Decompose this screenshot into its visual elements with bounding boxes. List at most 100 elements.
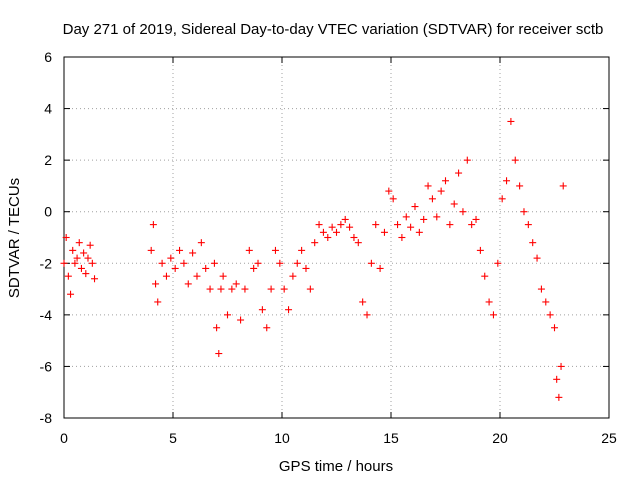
data-point — [529, 239, 537, 247]
data-point — [271, 246, 279, 254]
data-point — [75, 239, 83, 247]
data-point — [228, 285, 236, 293]
y-tick-label: -6 — [40, 358, 53, 374]
data-point — [520, 208, 528, 216]
data-point — [82, 270, 90, 278]
data-point — [446, 221, 454, 229]
data-point — [319, 228, 327, 236]
data-point — [551, 324, 558, 332]
data-point — [363, 311, 371, 319]
y-tick-label: 2 — [44, 152, 52, 168]
data-point — [217, 285, 225, 293]
data-point — [420, 215, 428, 223]
data-point — [503, 177, 511, 185]
data-point — [455, 169, 463, 177]
data-point — [180, 259, 188, 267]
grid-lines — [64, 57, 609, 418]
data-point — [542, 298, 550, 306]
data-point — [481, 272, 489, 280]
data-point — [394, 221, 402, 229]
data-point — [359, 298, 367, 306]
data-point — [73, 254, 81, 262]
data-point — [241, 285, 249, 293]
data-point — [407, 223, 415, 231]
data-point — [267, 285, 275, 293]
data-point — [285, 306, 293, 314]
data-point — [250, 264, 258, 272]
data-point — [411, 203, 419, 211]
data-point — [86, 241, 94, 249]
data-point — [346, 223, 354, 231]
data-point — [298, 246, 306, 254]
data-point — [202, 264, 210, 272]
data-point — [91, 275, 99, 283]
x-tick-label: 10 — [274, 430, 290, 446]
data-point — [162, 272, 170, 280]
y-tick-label: -8 — [40, 410, 53, 426]
data-point — [494, 259, 502, 267]
data-point — [324, 234, 332, 241]
data-point — [553, 375, 561, 383]
data-point — [376, 264, 384, 272]
data-point — [237, 316, 245, 324]
data-point — [219, 272, 227, 280]
data-point — [524, 221, 532, 229]
data-point — [372, 221, 380, 229]
data-point — [424, 182, 432, 190]
data-point — [215, 350, 223, 358]
y-tick-label: 6 — [44, 49, 52, 65]
data-point — [489, 311, 497, 319]
data-point — [197, 239, 205, 247]
data-point — [311, 239, 319, 247]
data-point — [315, 221, 323, 229]
data-point — [189, 249, 197, 257]
data-point — [511, 156, 519, 164]
data-point — [64, 272, 72, 280]
data-point — [485, 298, 493, 306]
data-point — [306, 285, 314, 293]
y-ticks: -8 -6 -4 -2 0 2 4 6 — [40, 49, 609, 426]
data-point — [254, 259, 262, 267]
data-point — [537, 285, 545, 293]
data-point — [171, 264, 179, 272]
data-point — [147, 246, 155, 254]
data-point — [398, 234, 406, 241]
data-point — [450, 200, 458, 208]
data-point — [516, 182, 524, 190]
data-point — [258, 306, 266, 314]
plot-frame — [63, 56, 610, 419]
x-axis-label: GPS time / hours — [279, 458, 393, 475]
data-point — [293, 259, 301, 267]
data-point — [245, 246, 253, 254]
data-point — [167, 254, 175, 262]
y-tick-label: -2 — [40, 255, 53, 271]
data-point — [60, 259, 68, 267]
data-point — [415, 228, 423, 236]
data-point — [350, 234, 358, 241]
data-point — [459, 208, 467, 216]
y-tick-label: -4 — [40, 307, 53, 323]
data-point — [476, 246, 484, 254]
data-point — [468, 221, 476, 229]
y-axis-label: SDTVAR / TECUs — [6, 178, 23, 298]
data-point — [472, 215, 480, 223]
chart-title: Day 271 of 2019, Sidereal Day-to-day VTE… — [63, 21, 604, 38]
data-point — [149, 221, 157, 229]
data-point — [280, 285, 288, 293]
data-point — [77, 264, 85, 272]
data-point — [88, 259, 96, 267]
x-tick-label: 0 — [60, 430, 68, 446]
data-point — [154, 298, 162, 306]
data-point — [158, 259, 166, 267]
x-tick-label: 15 — [383, 430, 399, 446]
x-tick-label: 20 — [492, 430, 508, 446]
data-point — [402, 213, 410, 221]
data-point — [380, 228, 388, 236]
data-point — [533, 254, 541, 262]
data-point — [463, 156, 471, 164]
x-ticks: 0 5 10 15 20 25 — [60, 57, 617, 446]
data-point — [333, 228, 340, 236]
data-point — [276, 259, 284, 267]
y-tick-label: 0 — [44, 204, 52, 220]
